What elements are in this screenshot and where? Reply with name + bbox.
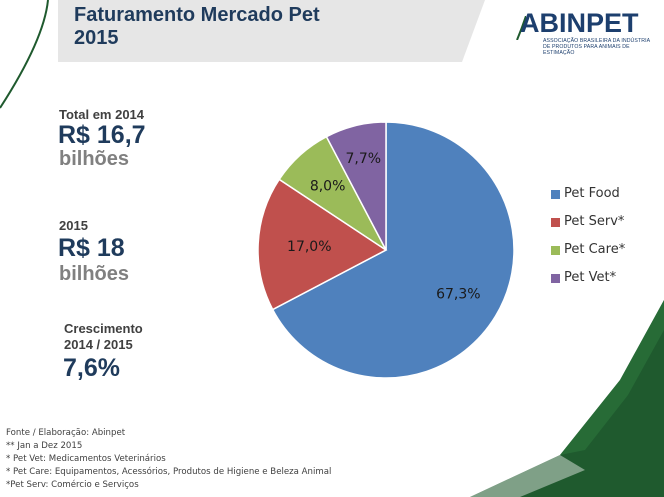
legend-label: Pet Serv*	[564, 214, 625, 229]
footnotes: Fonte / Elaboração: Abinpet ** Jan a Dez …	[6, 427, 331, 492]
abinpet-logo: ABINPET ASSOCIAÇÃO BRASILEIRA DA INDÚSTR…	[516, 8, 656, 56]
stat-2015-value: R$ 18	[58, 234, 125, 262]
legend-item: Pet Care*	[551, 241, 657, 269]
stat-2015-label: 2015	[59, 218, 88, 233]
pie-slice-pet-serv	[257, 178, 388, 311]
legend-label: Pet Vet*	[564, 270, 617, 285]
logo-mark-icon	[516, 16, 526, 40]
logo-tagline: ASSOCIAÇÃO BRASILEIRA DA INDÚSTRIA DE PR…	[543, 38, 651, 56]
legend-swatch	[551, 246, 560, 255]
header: Faturamento Mercado Pet 2015	[0, 0, 664, 62]
stat-2015-unit: bilhões	[59, 263, 130, 285]
legend-item: Pet Vet*	[551, 269, 657, 297]
pie-data-label: 17,0%	[287, 239, 331, 255]
footnote-line: * Pet Care: Equipamentos, Acessórios, Pr…	[6, 467, 332, 478]
stat-growth-value: 7,6%	[63, 354, 120, 382]
stat-2014-value: R$ 16,7	[58, 121, 146, 149]
legend-item: Pet Food	[551, 185, 657, 213]
pie-slice-pet-vet	[325, 121, 387, 251]
footnote-line: Fonte / Elaboração: Abinpet	[6, 428, 126, 438]
page-title: Faturamento Mercado Pet 2015	[74, 4, 320, 49]
stat-2014-unit: bilhões	[59, 148, 130, 170]
footnote-line: ** Jan a Dez 2015	[6, 441, 83, 452]
legend-label: Pet Food	[564, 186, 620, 201]
legend-item: Pet Serv*	[551, 213, 657, 241]
legend-swatch	[551, 274, 560, 283]
pie-data-label: 8,0%	[310, 178, 346, 194]
pie-data-label: 7,7%	[346, 151, 382, 167]
legend-label: Pet Care*	[564, 242, 626, 257]
pie-slice-pet-food	[271, 121, 515, 379]
legend-swatch	[551, 190, 560, 199]
stat-growth-label: Crescimento 2014 / 2015	[64, 321, 143, 352]
stat-2014-label: Total em 2014	[59, 107, 145, 122]
logo-wordmark: ABINPET	[520, 8, 639, 38]
legend-swatch	[551, 218, 560, 227]
footnote-line: *Pet Serv: Comércio e Serviços	[6, 480, 139, 491]
pie-data-label: 67,3%	[436, 287, 480, 303]
footnote-line: * Pet Vet: Medicamentos Veterinários	[6, 454, 166, 465]
chart-legend: Pet Food Pet Serv* Pet Care* Pet Vet*	[551, 185, 657, 297]
